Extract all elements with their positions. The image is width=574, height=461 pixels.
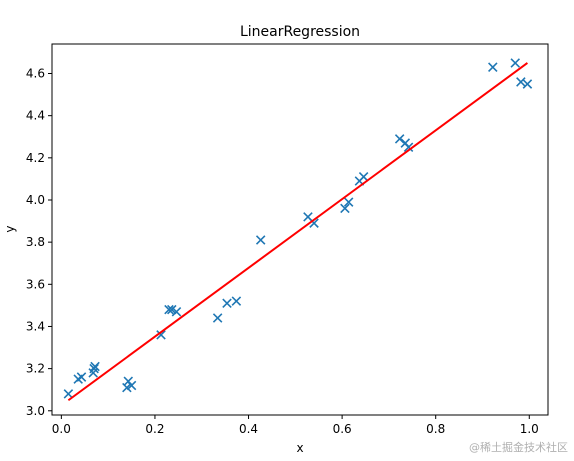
- scatter-point: [212, 313, 223, 323]
- x-tick-label: 0.2: [145, 422, 164, 436]
- scatter-point: [309, 218, 319, 228]
- scatter-point: [156, 330, 166, 340]
- regression-line: [67, 62, 529, 402]
- scatter-point: [510, 58, 521, 68]
- scatter-point: [516, 77, 526, 87]
- scatter-point: [171, 306, 182, 317]
- y-axis-ticks: 3.0 3.2 3.4 3.6 3.8 4.0 4.2 4.4 4.6: [26, 67, 52, 418]
- x-tick-label: 1.0: [520, 422, 539, 436]
- watermark-text: @稀土掘金技术社区: [469, 441, 568, 454]
- x-tick-label: 0.4: [239, 422, 258, 436]
- y-axis-label: y: [3, 225, 17, 232]
- scatter-point: [89, 363, 99, 374]
- scatter-point: [403, 142, 414, 153]
- y-tick-label: 4.2: [26, 151, 45, 165]
- scatter-point: [63, 389, 74, 399]
- scatter-point: [343, 197, 354, 207]
- scatter-point: [488, 62, 498, 72]
- y-tick-label: 3.4: [26, 319, 45, 333]
- y-tick-label: 3.0: [26, 404, 45, 418]
- y-tick-label: 3.6: [26, 277, 45, 291]
- plot-frame: [51, 43, 549, 416]
- x-axis-ticks: 0.0 0.2 0.4 0.6 0.8 1.0: [52, 415, 539, 436]
- scatter-point: [167, 304, 177, 315]
- scatter-point: [164, 304, 174, 315]
- scatter-point: [90, 361, 100, 372]
- scatter-point: [340, 203, 350, 214]
- x-tick-label: 0.0: [52, 422, 71, 436]
- chart-title: LinearRegression: [240, 24, 360, 40]
- data-marks: [63, 58, 533, 402]
- scatter-point: [522, 79, 533, 89]
- x-tick-label: 0.6: [333, 422, 352, 436]
- y-tick-label: 3.2: [26, 362, 45, 376]
- scatter-point: [394, 134, 405, 144]
- scatter-point: [358, 172, 369, 182]
- scatter-point: [255, 235, 266, 245]
- x-tick-label: 0.8: [426, 422, 445, 436]
- x-axis-label: x: [296, 441, 303, 455]
- scatter-point: [76, 372, 87, 382]
- scatter-point: [126, 380, 137, 391]
- y-tick-label: 4.6: [26, 67, 45, 81]
- y-tick-label: 4.4: [26, 109, 45, 123]
- scatter-point: [231, 296, 242, 306]
- plot-area: [51, 43, 549, 416]
- scatter-point: [222, 298, 232, 309]
- y-tick-label: 4.0: [26, 193, 45, 207]
- y-tick-label: 3.8: [26, 235, 45, 249]
